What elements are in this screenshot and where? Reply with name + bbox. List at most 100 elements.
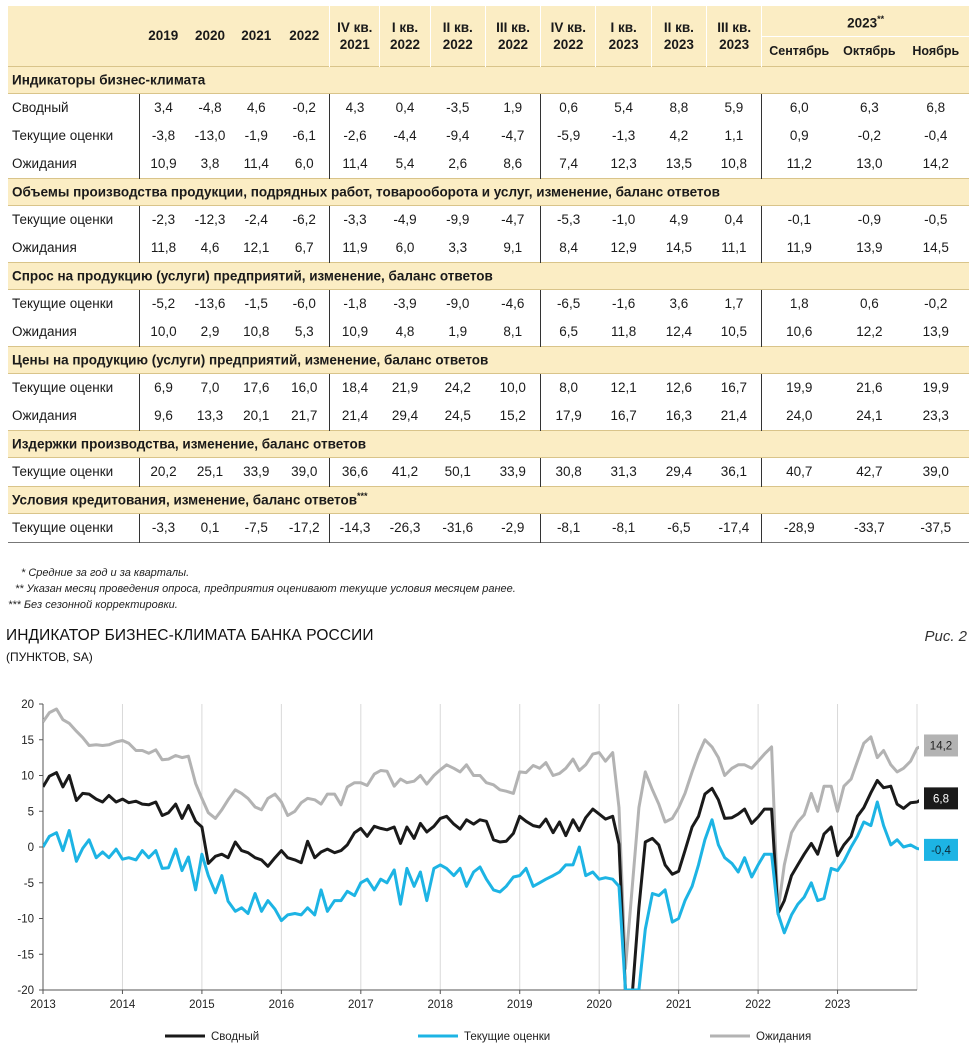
legend-label: Ожидания	[756, 1031, 811, 1043]
section-header-row: Цены на продукцию (услуги) предприятий, …	[8, 345, 969, 374]
y-tick-label: 10	[21, 771, 34, 783]
table-row: Текущие оценки 6,9 7,0 17,6 16,0 18,4 21,9 24,2…	[8, 373, 969, 402]
table-cell: -17,4	[718, 520, 750, 535]
table-row: Ожидания 10,0 2,9 10,8 5,3 10,9 4,8 1,9 8,1 6,5 11…	[8, 317, 969, 346]
legend-label: Сводный	[211, 1031, 259, 1043]
section-title-text: Издержки производства, изменение, баланс…	[12, 436, 367, 452]
section-title: Условия кредитования, изменение, баланс …	[8, 485, 969, 514]
table-cell: 20,2	[139, 457, 187, 486]
table-cell: 6,8	[926, 100, 946, 115]
table-corner-cell	[8, 6, 140, 66]
table-cell: -0,2	[292, 100, 316, 115]
table-cell: 15,2	[499, 408, 526, 423]
table-cell: 11,2	[761, 149, 837, 178]
table-cell: -1,3	[611, 128, 636, 143]
table-cell: 36,1	[720, 464, 748, 479]
table-cell: -3,9	[393, 296, 417, 311]
table-cell: -5,9	[540, 121, 596, 150]
table-cell: -2,3	[139, 205, 187, 234]
table-cell: 8,8	[669, 100, 689, 115]
table-cell: 40,7	[761, 457, 837, 486]
table-cell: 39,0	[922, 464, 949, 479]
end-label-text: -0,4	[931, 845, 951, 857]
row-label: Ожидания	[12, 240, 77, 255]
table-cell: 0,4	[724, 212, 744, 227]
table-cell: 42,7	[856, 464, 883, 479]
table-cell: -9,9	[446, 212, 470, 227]
table-cell: 29,4	[391, 408, 419, 423]
table-cell: 1,1	[724, 128, 744, 143]
table-cell: 10,5	[720, 324, 748, 339]
table-cell: 24,1	[856, 408, 883, 423]
line-chart: -20 -15 -10 -5 0 5 10 15 20 2013 2014 2015 2016 2017 2…	[17, 699, 958, 1043]
table-cell: 16,3	[665, 408, 693, 423]
table-cell: 12,6	[665, 380, 693, 395]
col-header-month: Октябрь	[836, 36, 903, 66]
chart-subtitle: (ПУНКТОВ, SA)	[6, 650, 93, 664]
section-title: Цены на продукцию (услуги) предприятий, …	[8, 345, 969, 374]
table-cell: -5,3	[540, 205, 596, 234]
row-label: Текущие оценки	[12, 380, 114, 395]
table-cell: -12,3	[194, 212, 226, 227]
footnote: ** Указан месяц проведения опроса, предп…	[15, 583, 516, 595]
table-cell: 6,7	[294, 240, 314, 255]
y-tick-label: 15	[21, 735, 34, 747]
table-row: Сводный 3,4 -4,8 4,6 -0,2 4,3 0,4 -3,5 1,9 0,6 5,4…	[8, 93, 969, 122]
table-cell: 1,7	[724, 296, 744, 311]
table-body: Индикаторы бизнес-климата Сводный 3,4 -4,8 4…	[8, 65, 969, 542]
table-cell: 9,6	[139, 401, 187, 430]
section-title: Объемы производства продукции, подрядных…	[8, 177, 969, 206]
row-label: Ожидания	[12, 408, 77, 423]
table-cell: 50,1	[444, 464, 471, 479]
table-cell: 11,9	[761, 233, 837, 262]
table-cell: -8,1	[540, 513, 596, 542]
table-cell: -0,2	[857, 128, 881, 143]
table-cell: 4,9	[669, 212, 689, 227]
table-cell: 6,0	[395, 240, 415, 255]
row-label: Ожидания	[12, 156, 77, 171]
table-cell: 18,4	[329, 373, 380, 402]
x-tick-label: 2021	[666, 999, 692, 1011]
x-tick-label: 2023	[825, 999, 851, 1011]
table-cell: -3,3	[139, 513, 187, 542]
table-cell: -4,6	[501, 296, 525, 311]
table-cell: 29,4	[665, 464, 693, 479]
table-cell: -1,0	[611, 212, 636, 227]
table-cell: 3,6	[669, 296, 689, 311]
table-cell: 2,6	[448, 156, 468, 171]
end-label-text: 6,8	[933, 793, 949, 805]
table-cell: -6,0	[292, 296, 316, 311]
table-cell: -4,9	[393, 212, 417, 227]
row-label: Текущие оценки	[12, 520, 114, 535]
col-header-quarter: I кв. 2023	[595, 6, 652, 66]
y-tick-label: 5	[28, 806, 34, 818]
col-header-quarter: III кв. 2023	[706, 6, 762, 66]
end-label: 6,8	[924, 787, 958, 810]
table-cell: 33,9	[499, 464, 526, 479]
table-cell: 2,9	[200, 324, 220, 339]
table-cell: -6,5	[540, 289, 596, 318]
table-cell: -1,6	[611, 296, 636, 311]
table-cell: 4,8	[395, 324, 415, 339]
table-cell: 1,9	[448, 324, 468, 339]
table-cell: 21,4	[329, 401, 380, 430]
table-cell: 21,6	[856, 380, 883, 395]
figure-label: Рис. 2	[924, 628, 967, 645]
table-cell: 8,1	[503, 324, 523, 339]
table-cell: 0,1	[200, 520, 220, 535]
table-cell: 8,4	[540, 233, 596, 262]
table-row: Текущие оценки -3,8 -13,0 -1,9 -6,1 -2,6 -4,4 -…	[8, 121, 969, 150]
table-cell: 7,4	[540, 149, 596, 178]
table-cell: 8,0	[540, 373, 596, 402]
table-cell: -4,4	[393, 128, 417, 143]
table-cell: -0,5	[924, 212, 948, 227]
table-cell: 12,9	[610, 240, 637, 255]
table-cell: 9,1	[503, 240, 523, 255]
x-tick-label: 2017	[348, 999, 374, 1011]
section-header-row: Спрос на продукцию (услуги) предприятий,…	[8, 261, 969, 290]
table-cell: -26,3	[389, 520, 421, 535]
end-label: 14,2	[924, 734, 958, 757]
col-header-year: 2020	[186, 6, 234, 66]
row-label: Ожидания	[12, 324, 77, 339]
end-label: -0,4	[924, 838, 958, 861]
